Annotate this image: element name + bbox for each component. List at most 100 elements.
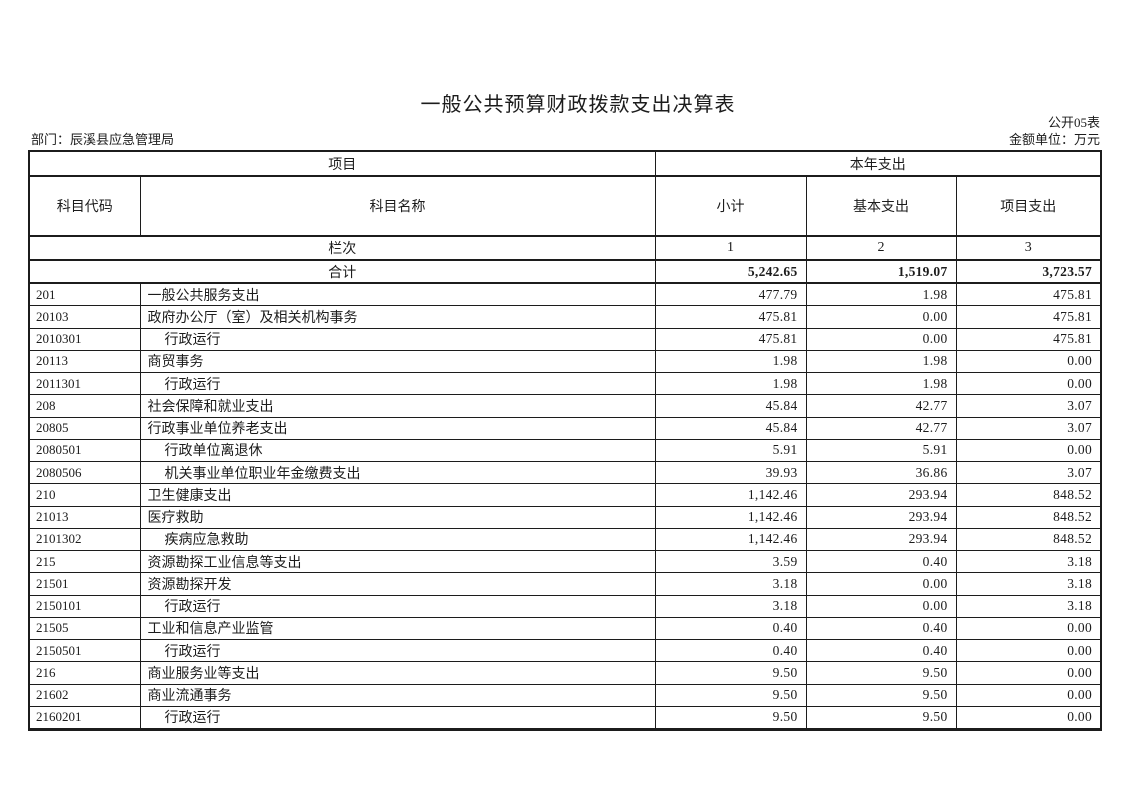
header-group-row: 项目 本年支出 <box>28 150 1102 177</box>
table-row: 2150101 行政运行 3.18 0.00 3.18 <box>28 594 1102 618</box>
basic-expense-cell: 9.50 <box>805 705 957 731</box>
table-row: 2080506 机关事业单位职业年金缴费支出 39.93 36.86 3.07 <box>28 460 1102 485</box>
subject-code-cell: 20805 <box>28 416 141 440</box>
project-expense-cell: 3.07 <box>955 416 1102 440</box>
basic-expense-cell: 293.94 <box>805 505 957 529</box>
subject-name-cell: 一般公共服务支出 <box>139 282 656 307</box>
basic-expense-cell: 0.00 <box>805 305 957 329</box>
table-row: 216 商业服务业等支出 9.50 9.50 0.00 <box>28 661 1102 685</box>
subject-name-cell: 医疗救助 <box>139 505 656 529</box>
subject-code-cell: 201 <box>28 282 141 307</box>
page-title: 一般公共预算财政拨款支出决算表 <box>420 94 736 116</box>
subject-name-cell: 政府办公厅（室）及相关机构事务 <box>139 305 656 329</box>
project-expense-cell: 0.00 <box>955 438 1102 463</box>
subtotal-cell: 9.50 <box>654 683 807 707</box>
subtotal-cell: 475.81 <box>654 327 807 351</box>
subtotal-cell: 3.18 <box>654 594 807 618</box>
subtotal-cell: 475.81 <box>654 305 807 329</box>
project-expense-cell: 3.07 <box>955 460 1102 485</box>
subtotal-cell: 1.98 <box>654 371 807 396</box>
subtotal-cell: 1.98 <box>654 349 807 374</box>
subtotal-cell: 1,142.46 <box>654 505 807 529</box>
basic-expense-cell: 0.40 <box>805 638 957 663</box>
total-row: 合计 5,242.65 1,519.07 3,723.57 <box>28 259 1102 284</box>
subject-code-cell: 208 <box>28 394 141 418</box>
header-basic-expense: 基本支出 <box>805 175 957 237</box>
subject-name-cell: 行政单位离退休 <box>139 438 656 463</box>
budget-table: 项目 本年支出 科目代码 科目名称 小计 基本支出 项目支出 栏次 1 2 3 … <box>28 150 1103 731</box>
column-index-2: 2 <box>805 235 957 261</box>
subtotal-cell: 9.50 <box>654 705 807 731</box>
project-expense-cell: 0.00 <box>955 638 1102 663</box>
subtotal-cell: 5.91 <box>654 438 807 463</box>
total-project-value: 3,723.57 <box>955 259 1102 284</box>
basic-expense-cell: 293.94 <box>805 483 957 507</box>
table-row: 208 社会保障和就业支出 45.84 42.77 3.07 <box>28 394 1102 418</box>
subtotal-cell: 3.18 <box>654 572 807 596</box>
subject-name-cell: 工业和信息产业监管 <box>139 616 656 641</box>
header-project-group: 项目 <box>28 150 656 177</box>
basic-expense-cell: 0.00 <box>805 327 957 351</box>
basic-expense-cell: 293.94 <box>805 527 957 552</box>
table-row: 2080501 行政单位离退休 5.91 5.91 0.00 <box>28 438 1102 463</box>
table-row: 215 资源勘探工业信息等支出 3.59 0.40 3.18 <box>28 549 1102 574</box>
header-project-expense: 项目支出 <box>955 175 1102 237</box>
subtotal-cell: 1,142.46 <box>654 483 807 507</box>
total-basic-value: 1,519.07 <box>805 259 957 284</box>
subject-name-cell: 行政事业单位养老支出 <box>139 416 656 440</box>
form-number: 公开05表 <box>1047 115 1100 130</box>
subject-code-cell: 210 <box>28 483 141 507</box>
header-columns-row: 科目代码 科目名称 小计 基本支出 项目支出 <box>28 175 1102 237</box>
total-label: 合计 <box>28 259 656 284</box>
subject-name-cell: 行政运行 <box>139 705 656 731</box>
subject-name-cell: 商业服务业等支出 <box>139 661 656 685</box>
table-row: 20103 政府办公厅（室）及相关机构事务 475.81 0.00 475.81 <box>28 305 1102 329</box>
subject-code-cell: 2101302 <box>28 527 141 552</box>
basic-expense-cell: 5.91 <box>805 438 957 463</box>
basic-expense-cell: 0.40 <box>805 616 957 641</box>
table-row: 21013 医疗救助 1,142.46 293.94 848.52 <box>28 505 1102 529</box>
subject-code-cell: 2011301 <box>28 371 141 396</box>
project-expense-cell: 3.18 <box>955 594 1102 618</box>
project-expense-cell: 0.00 <box>955 705 1102 731</box>
table-row: 2011301 行政运行 1.98 1.98 0.00 <box>28 371 1102 396</box>
subject-code-cell: 2010301 <box>28 327 141 351</box>
table-row: 2150501 行政运行 0.40 0.40 0.00 <box>28 638 1102 663</box>
column-index-1: 1 <box>654 235 807 261</box>
subtotal-cell: 0.40 <box>654 616 807 641</box>
table-row: 2160201 行政运行 9.50 9.50 0.00 <box>28 705 1102 731</box>
table-row: 20113 商贸事务 1.98 1.98 0.00 <box>28 349 1102 374</box>
subtotal-cell: 9.50 <box>654 661 807 685</box>
subject-name-cell: 疾病应急救助 <box>139 527 656 552</box>
subject-code-cell: 20113 <box>28 349 141 374</box>
basic-expense-cell: 0.00 <box>805 594 957 618</box>
basic-expense-cell: 1.98 <box>805 349 957 374</box>
project-expense-cell: 3.07 <box>955 394 1102 418</box>
total-subtotal-value: 5,242.65 <box>654 259 807 284</box>
project-expense-cell: 848.52 <box>955 483 1102 507</box>
subject-name-cell: 卫生健康支出 <box>139 483 656 507</box>
subject-name-cell: 商贸事务 <box>139 349 656 374</box>
table-row: 21602 商业流通事务 9.50 9.50 0.00 <box>28 683 1102 707</box>
header-year-expense-group: 本年支出 <box>654 150 1102 177</box>
subject-name-cell: 资源勘探开发 <box>139 572 656 596</box>
basic-expense-cell: 9.50 <box>805 661 957 685</box>
subject-code-cell: 2080501 <box>28 438 141 463</box>
subject-code-cell: 21602 <box>28 683 141 707</box>
department-label: 部门：辰溪县应急管理局 <box>31 132 175 147</box>
subtotal-cell: 39.93 <box>654 460 807 485</box>
subject-name-cell: 社会保障和就业支出 <box>139 394 656 418</box>
table-row: 21505 工业和信息产业监管 0.40 0.40 0.00 <box>28 616 1102 641</box>
header-subject-name: 科目名称 <box>139 175 656 237</box>
subject-name-cell: 机关事业单位职业年金缴费支出 <box>139 460 656 485</box>
project-expense-cell: 475.81 <box>955 327 1102 351</box>
project-expense-cell: 3.18 <box>955 572 1102 596</box>
subject-code-cell: 20103 <box>28 305 141 329</box>
subject-name-cell: 行政运行 <box>139 371 656 396</box>
project-expense-cell: 475.81 <box>955 282 1102 307</box>
subtotal-cell: 45.84 <box>654 416 807 440</box>
basic-expense-cell: 1.98 <box>805 282 957 307</box>
header-subject-code: 科目代码 <box>28 175 141 237</box>
basic-expense-cell: 42.77 <box>805 394 957 418</box>
